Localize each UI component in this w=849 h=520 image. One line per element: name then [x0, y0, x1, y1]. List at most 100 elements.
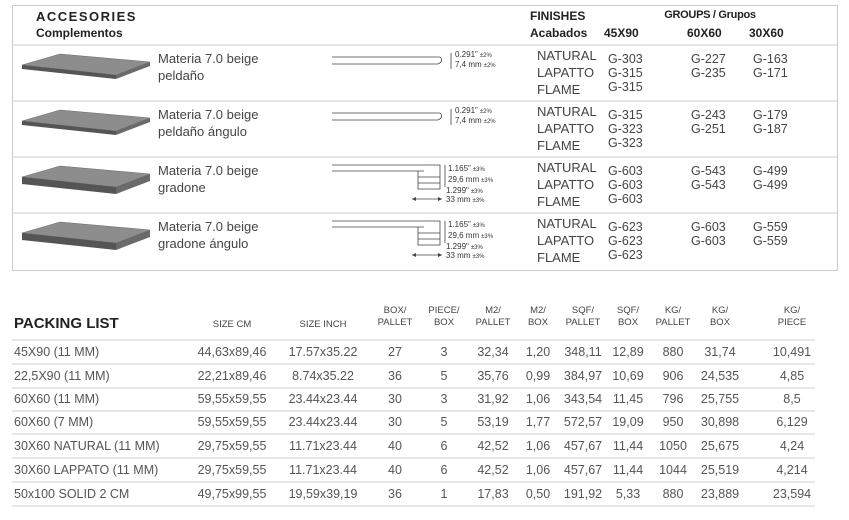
- column-header: BOX: [433, 317, 455, 328]
- cell: 10,491: [772, 345, 812, 359]
- cell: 384,97: [563, 369, 603, 383]
- tile-edge: [22, 65, 116, 79]
- product: 30X60 LAPPATO (11 MM): [14, 463, 159, 477]
- group-code: G-315: [608, 108, 643, 122]
- finish: FLAME: [537, 250, 581, 265]
- cell: 11,45: [612, 392, 644, 406]
- column-header: SIZE INCH: [299, 319, 347, 330]
- tolerance: ±3%: [472, 198, 485, 204]
- cell: 348,11: [564, 345, 602, 359]
- tile-side: [116, 62, 150, 79]
- column-header: PALLET: [475, 317, 511, 328]
- dimension: 0.291" ±2%: [455, 106, 492, 116]
- cell: 36: [388, 487, 402, 501]
- finishes-subtitle: Acabados: [530, 26, 588, 40]
- dimension: 1.299" ±3%: [446, 186, 483, 196]
- profile-step: [417, 164, 441, 190]
- group-code: G-227: [691, 52, 726, 66]
- item-name: gradone: [158, 180, 206, 195]
- cell: 5: [440, 369, 448, 383]
- group-code: G-603: [608, 164, 643, 178]
- group-code: G-603: [608, 192, 643, 206]
- dimension: 7,4 mm ±2%: [455, 60, 496, 70]
- product: 60X60 (7 MM): [14, 415, 94, 429]
- cell: 796: [662, 392, 684, 406]
- column-header: KG/: [664, 305, 682, 316]
- column-header: BOX/: [383, 305, 407, 316]
- group-code: G-171: [753, 66, 788, 80]
- cell: 4,85: [779, 369, 805, 383]
- cell: 1,06: [525, 439, 551, 453]
- column-header: BOX: [709, 317, 731, 328]
- column-header: M2/: [530, 305, 546, 316]
- cell: 1,06: [525, 463, 551, 477]
- group-code: G-251: [691, 122, 726, 136]
- column-header: M2/: [485, 305, 501, 316]
- column-header: PALLET: [377, 317, 413, 328]
- group-code: G-323: [608, 122, 643, 136]
- group-size: 45X90: [604, 26, 639, 40]
- item-name: Materia 7.0 beige: [158, 107, 259, 122]
- cell: 19,59x39,19: [288, 487, 358, 501]
- accessories-subtitle: Complementos: [36, 26, 123, 40]
- group-code: G-499: [753, 178, 788, 192]
- finish: FLAME: [537, 194, 581, 209]
- column-header: PALLET: [655, 317, 691, 328]
- group-code: G-179: [753, 108, 788, 122]
- tile-edge: [22, 177, 116, 194]
- tile-edge: [22, 121, 116, 135]
- cell: 25,755: [700, 392, 740, 406]
- group-code: G-603: [691, 220, 726, 234]
- cell: 59,55x59,55: [197, 392, 267, 406]
- finish: FLAME: [537, 82, 581, 97]
- column-header: KG/: [711, 305, 729, 316]
- group-code: G-187: [753, 122, 788, 136]
- tolerance: ±2%: [479, 53, 492, 59]
- cell: 44,63x89,46: [197, 345, 267, 359]
- cell: 12,89: [612, 345, 644, 359]
- finish: LAPATTO: [537, 177, 595, 192]
- dimension: 33 mm ±3%: [446, 251, 485, 261]
- cell: 5: [440, 415, 448, 429]
- group-code: G-623: [608, 234, 643, 248]
- group-code: G-243: [691, 108, 726, 122]
- cell: 572,57: [563, 415, 603, 429]
- group-code: G-603: [608, 178, 643, 192]
- cell: 4,24: [779, 439, 805, 453]
- item-name: Materia 7.0 beige: [158, 163, 259, 178]
- cell: 6: [440, 439, 448, 453]
- cell: 17,83: [477, 487, 509, 501]
- cell: 6,129: [776, 415, 808, 429]
- group-code: G-623: [608, 220, 643, 234]
- cell: 906: [662, 369, 684, 383]
- accessories-frame: [12, 5, 838, 271]
- column-header: SIZE CM: [212, 319, 252, 330]
- group-code: G-315: [608, 66, 643, 80]
- column-header: PIECE: [777, 317, 807, 328]
- product: 22,5X90 (11 MM): [14, 369, 110, 383]
- cell: 11,44: [612, 463, 644, 477]
- group-code: G-323: [608, 136, 643, 150]
- cell: 32,34: [477, 345, 509, 359]
- group-code: G-499: [753, 164, 788, 178]
- cell: 457,67: [563, 439, 603, 453]
- profile-nose: [437, 56, 442, 65]
- cell: 11.71x23.44: [289, 463, 357, 477]
- cell: 17.57x35.22: [288, 345, 358, 359]
- column-header: BOX: [617, 317, 639, 328]
- cell: 457,67: [563, 463, 603, 477]
- cell: 8,5: [783, 392, 801, 406]
- cell: 6: [440, 463, 448, 477]
- dimension: 1.299" ±3%: [446, 242, 483, 252]
- cell: 191,92: [563, 487, 603, 501]
- product: 50x100 SOLID 2 CM: [14, 487, 130, 501]
- dimension: 1.165" ±3%: [448, 220, 485, 230]
- product: 30X60 NATURAL (11 MM): [14, 439, 160, 453]
- cell: 1,77: [525, 415, 551, 429]
- cell: 25,519: [700, 463, 740, 477]
- profile-step: [417, 220, 441, 246]
- column-header: SQF/: [616, 305, 640, 316]
- tile-side: [116, 118, 150, 135]
- cell: 23.44x23.44: [288, 415, 358, 429]
- tile-side: [116, 174, 150, 194]
